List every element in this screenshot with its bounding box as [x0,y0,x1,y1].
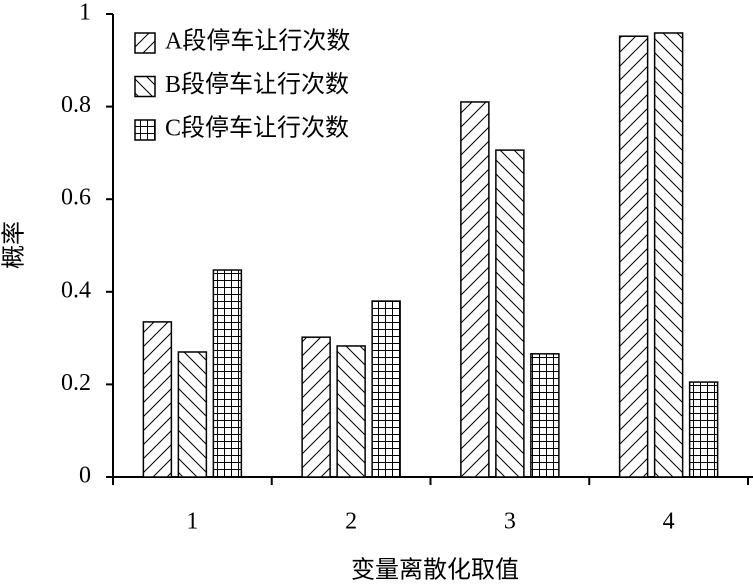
bar [495,149,525,478]
x-tick-label: 3 [504,509,516,535]
legend-label: A段停车让行次数 [165,28,350,55]
bar [688,381,719,478]
y-axis-label: 概率 [1,221,28,269]
legend-swatch [134,119,156,141]
bar [142,321,173,478]
bar [371,300,401,478]
y-tick-label: 0.2 [61,370,91,396]
y-tick-label: 0.4 [61,277,91,303]
y-tick-label: 0.6 [61,185,91,211]
bar [336,345,366,478]
x-axis-label: 变量离散化取值 [351,557,519,584]
legend-swatch [134,32,156,54]
bar [653,32,684,478]
bar [212,269,243,478]
bar [530,353,560,478]
legend-swatch [134,75,156,98]
bar [301,336,331,478]
y-tick-label: 0.8 [61,92,91,118]
x-tick-label: 2 [345,509,357,535]
x-tick-label: 1 [186,509,198,535]
x-tick-label: 4 [663,509,675,535]
y-tick-label: 1 [79,0,91,26]
y-tick-label: 0 [79,463,91,489]
legend-label: C段停车让行次数 [165,115,349,142]
bar [618,35,649,478]
legend-label: B段停车让行次数 [165,71,349,98]
bar [460,101,490,478]
bar [177,351,208,478]
